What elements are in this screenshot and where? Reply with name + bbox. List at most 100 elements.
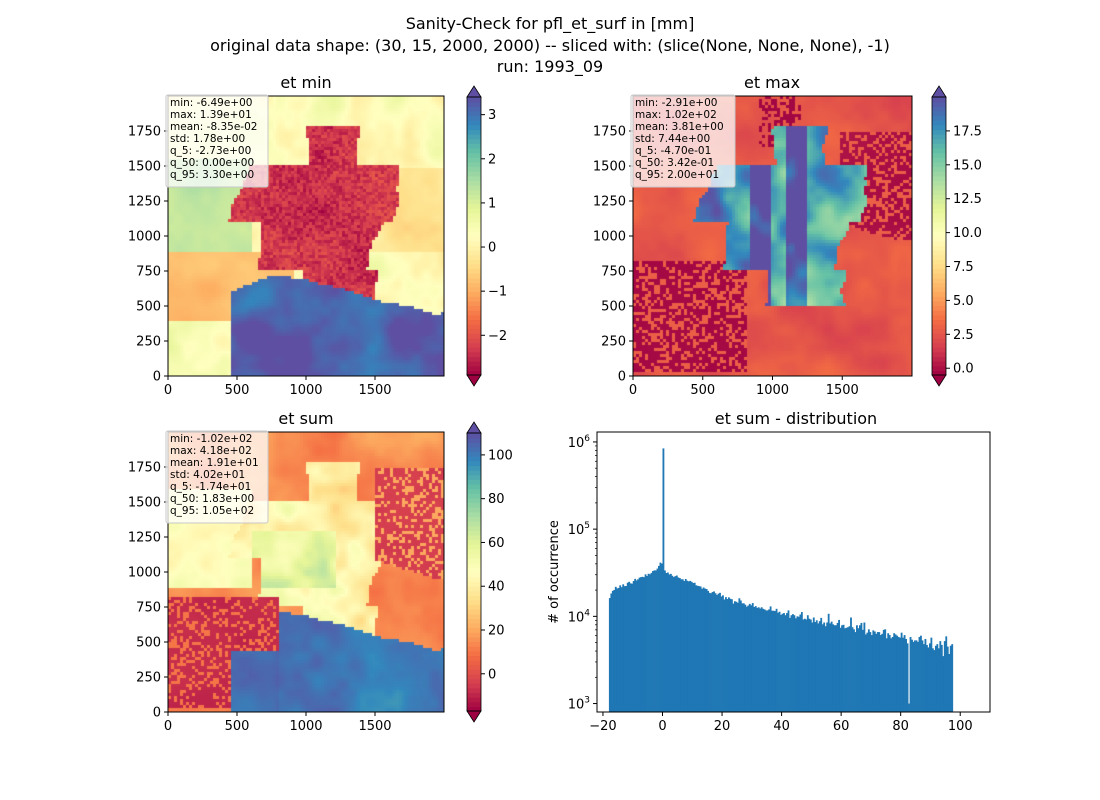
stat-line: min: -2.91e+00 <box>635 97 717 109</box>
x-tick-label: 0 <box>629 383 637 398</box>
histogram-bar <box>614 586 617 712</box>
colorbar-segment <box>467 706 481 712</box>
colorbar-segment <box>932 286 946 293</box>
histogram-bar <box>817 623 820 712</box>
histogram-bar <box>674 576 677 712</box>
x-tick-label: 40 <box>773 719 790 734</box>
histogram-bar <box>946 646 949 712</box>
histogram-bar <box>850 617 852 712</box>
histogram-bar <box>823 622 826 712</box>
x-tick-label: 60 <box>833 719 850 734</box>
colorbar-segment <box>467 273 481 279</box>
histogram-bar <box>616 588 619 712</box>
colorbar-segment <box>467 683 481 689</box>
colorbar-extend-max <box>466 421 482 434</box>
colorbar-tick-label: 15.0 <box>953 158 982 173</box>
histogram-bar <box>661 563 663 712</box>
colorbar-segment <box>467 442 481 448</box>
y-tick-label: 1500 <box>128 160 161 175</box>
histogram-bar <box>716 594 718 712</box>
stat-line: mean: 1.91e+01 <box>170 457 259 469</box>
histogram-bar <box>750 605 753 712</box>
colorbar-segment <box>467 451 481 457</box>
colorbar-segment <box>932 180 946 186</box>
histogram-bar <box>911 639 913 712</box>
colorbar-segment <box>467 483 481 490</box>
y-tick-label: 1000 <box>128 566 161 581</box>
colorbar-segment <box>467 226 481 232</box>
histogram-bar <box>894 634 897 712</box>
colorbar-segment <box>467 143 481 149</box>
colorbar-segment <box>467 161 481 168</box>
colorbar-segment <box>467 337 481 344</box>
colorbar-tick-label: −1 <box>488 285 507 300</box>
colorbar-tick-label: 5.0 <box>953 294 974 309</box>
x-tick-label: 1500 <box>358 383 391 398</box>
colorbar-frame <box>931 96 947 376</box>
histogram-bar <box>792 614 794 712</box>
x-tick-label: 0 <box>164 719 172 734</box>
histogram-bar <box>608 598 611 712</box>
histogram-bar <box>943 641 946 712</box>
colorbar-segment <box>467 581 481 587</box>
colorbar-segment <box>932 273 946 279</box>
histogram-bar <box>653 570 656 712</box>
colorbar-segment <box>467 525 481 531</box>
histogram-bar <box>872 630 875 712</box>
y-tick-label: 750 <box>601 265 626 280</box>
histogram-bar <box>847 627 849 712</box>
histogram-bar <box>800 612 803 712</box>
colorbar-segment <box>467 314 481 320</box>
histogram-bar <box>678 578 681 712</box>
et-sum-title: et sum <box>278 409 333 428</box>
histogram-bar <box>732 603 735 712</box>
colorbar-segment <box>467 124 481 131</box>
colorbar-extend-min <box>931 374 947 387</box>
histogram-bar <box>745 606 748 712</box>
histogram-bar <box>655 570 657 712</box>
colorbar-segment <box>467 370 481 376</box>
colorbar-segment <box>467 437 481 443</box>
histogram-bar <box>951 644 954 712</box>
colorbar-segment <box>932 143 946 149</box>
histogram-bar <box>741 603 744 712</box>
colorbar-segment <box>467 701 481 707</box>
histogram-bar <box>948 654 951 712</box>
colorbar-segment <box>467 328 481 334</box>
histogram-bar <box>695 585 698 712</box>
histogram-bar <box>900 632 903 712</box>
histogram-bar <box>949 645 952 712</box>
histogram-bar <box>937 648 940 712</box>
colorbar-tick-label: 12.5 <box>953 192 982 207</box>
figure-title-line-3: run: 1993_09 <box>497 57 603 77</box>
histogram-bar <box>768 609 771 712</box>
histogram-bar <box>698 586 701 712</box>
y-tick-label: 1250 <box>128 531 161 546</box>
colorbar-segment <box>932 198 946 205</box>
histogram-bar <box>665 573 668 712</box>
histogram-bar <box>805 619 808 712</box>
colorbar-tick-label: 0 <box>488 241 496 256</box>
histogram-bar <box>793 615 796 712</box>
histogram-bar <box>662 448 665 712</box>
colorbar-segment <box>467 277 481 283</box>
y-tick-label: 250 <box>136 671 161 686</box>
histogram-bar <box>790 615 793 712</box>
histogram-bar <box>902 637 905 712</box>
y-tick-label: 0 <box>153 370 161 385</box>
histogram-bar <box>744 604 747 712</box>
stat-line: q_5: -1.74e+01 <box>170 481 251 493</box>
colorbar-segment <box>932 115 946 121</box>
colorbar-segment <box>467 157 481 163</box>
colorbar-extend-max <box>931 85 947 98</box>
histogram-bar <box>799 614 802 712</box>
histogram-bar <box>613 589 616 712</box>
histogram-bar <box>888 635 891 712</box>
histogram-bar <box>626 582 629 712</box>
histogram-bar <box>702 587 705 712</box>
colorbar-segment <box>932 101 946 107</box>
x-tick-label: 1000 <box>289 383 322 398</box>
histogram-bar <box>857 628 860 712</box>
colorbar-extend-min <box>466 710 482 723</box>
colorbar-tick-label: 20 <box>488 624 505 639</box>
